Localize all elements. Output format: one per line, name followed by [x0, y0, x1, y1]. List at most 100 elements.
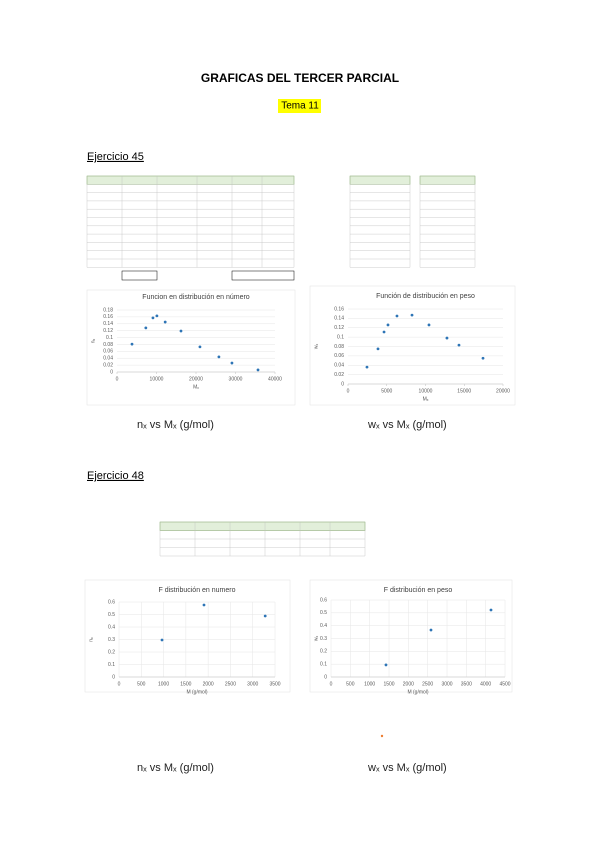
y-tick-label: 0.18 — [103, 307, 113, 313]
chart-frame — [309, 285, 516, 406]
point — [445, 336, 449, 340]
x-tick-label: 2000 — [203, 681, 214, 687]
x-tick-label: 5000 — [381, 388, 392, 394]
y-tick-label: 0.02 — [334, 372, 344, 378]
y-tick-label: 0.12 — [103, 328, 113, 334]
x-tick-label: 500 — [137, 681, 146, 687]
point — [427, 323, 431, 327]
chart-title: F distribución en peso — [384, 587, 453, 594]
point — [382, 330, 386, 334]
sheet-header — [419, 175, 476, 185]
y-tick-label: 0.1 — [106, 335, 113, 341]
point — [489, 608, 493, 612]
point — [410, 313, 414, 317]
x-tick-label: 3500 — [461, 681, 472, 687]
section-heading: Ejercicio 45 — [87, 151, 144, 163]
x-tick-label: 2500 — [422, 681, 433, 687]
point — [376, 347, 380, 351]
y-tick-label: 0.2 — [320, 649, 327, 655]
x-axis-label: Mₓ — [193, 384, 199, 390]
y-axis-label: nₓ — [90, 338, 96, 343]
point — [386, 323, 390, 327]
caption: wₓ vs Mₓ (g/mol) — [367, 762, 447, 774]
sheet-total — [121, 270, 158, 281]
y-tick-label: 0.5 — [108, 612, 115, 618]
y-tick-label: 0.1 — [337, 334, 344, 340]
chart-frame — [84, 579, 291, 693]
x-tick-label: 2500 — [225, 681, 236, 687]
y-axis-label: wₓ — [313, 344, 319, 350]
point — [155, 314, 159, 318]
x-tick-label: 20000 — [189, 376, 203, 382]
x-axis-label: M (g/mol) — [407, 689, 428, 695]
y-tick-label: 0.08 — [334, 344, 344, 350]
point — [256, 368, 260, 372]
x-tick-label: 0 — [118, 681, 121, 687]
doc-subtitle: Tema 11 — [281, 101, 319, 112]
point — [202, 603, 206, 607]
y-tick-label: 0.4 — [108, 624, 115, 630]
x-axis-label: Mₓ — [423, 396, 429, 402]
x-tick-label: 1500 — [180, 681, 191, 687]
sheet-total — [231, 270, 295, 281]
point — [457, 343, 461, 347]
x-tick-label: 4000 — [480, 681, 491, 687]
y-tick-label: 0.3 — [108, 637, 115, 643]
y-tick-label: 0.02 — [103, 362, 113, 368]
y-tick-label: 0.06 — [103, 349, 113, 355]
y-tick-label: 0.1 — [320, 661, 327, 667]
point — [160, 638, 164, 642]
point — [130, 342, 134, 346]
y-tick-label: 0.14 — [103, 321, 113, 327]
point — [179, 329, 183, 333]
y-tick-label: 0.08 — [103, 342, 113, 348]
caption: nₓ vs Mₓ (g/mol) — [137, 762, 214, 774]
x-axis-label: M (g/mol) — [186, 689, 207, 695]
y-tick-label: 0.12 — [334, 325, 344, 331]
x-tick-label: 1000 — [364, 681, 375, 687]
y-axis-label: wₓ — [313, 636, 319, 642]
x-tick-label: 4500 — [499, 681, 510, 687]
point — [144, 326, 148, 330]
y-tick-label: 0.3 — [320, 636, 327, 642]
x-tick-label: 3500 — [269, 681, 280, 687]
x-tick-label: 500 — [346, 681, 355, 687]
caption: wₓ vs Mₓ (g/mol) — [367, 419, 447, 431]
y-tick-label: 0 — [112, 674, 115, 680]
y-tick-label: 0.14 — [334, 316, 344, 322]
point — [151, 316, 155, 320]
sheet-header — [159, 521, 366, 531]
y-tick-label: 0.16 — [103, 314, 113, 320]
stray-dot — [380, 734, 384, 738]
y-tick-label: 0.2 — [108, 649, 115, 655]
caption: nₓ vs Mₓ (g/mol) — [137, 419, 214, 431]
sheet-header — [349, 175, 411, 185]
y-tick-label: 0.5 — [320, 610, 327, 616]
x-tick-label: 0 — [330, 681, 333, 687]
y-tick-label: 0.16 — [334, 306, 344, 312]
y-tick-label: 0.04 — [103, 356, 113, 362]
x-tick-label: 3000 — [247, 681, 258, 687]
chart-frame — [309, 579, 513, 693]
doc-title: GRAFICAS DEL TERCER PARCIAL — [201, 71, 399, 85]
x-tick-label: 1000 — [158, 681, 169, 687]
x-tick-label: 30000 — [229, 376, 243, 382]
highlight — [278, 99, 321, 113]
x-tick-label: 15000 — [457, 388, 471, 394]
y-tick-label: 0.04 — [334, 363, 344, 369]
point — [395, 314, 399, 318]
x-tick-label: 20000 — [496, 388, 510, 394]
x-tick-label: 2000 — [403, 681, 414, 687]
point — [481, 356, 485, 360]
point — [365, 365, 369, 369]
chart-title: F distribución en numero — [158, 587, 235, 594]
y-tick-label: 0.1 — [108, 662, 115, 668]
y-tick-label: 0 — [110, 369, 113, 375]
x-tick-label: 1500 — [383, 681, 394, 687]
x-tick-label: 10000 — [150, 376, 164, 382]
y-tick-label: 0.4 — [320, 623, 327, 629]
chart-title: Función de distribución en peso — [376, 293, 475, 300]
point — [217, 355, 221, 359]
